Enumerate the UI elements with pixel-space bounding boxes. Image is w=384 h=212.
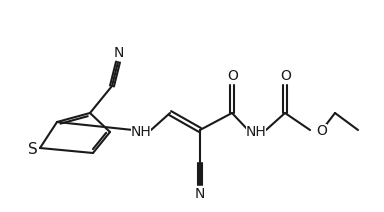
Text: O: O [281,69,291,83]
Text: S: S [28,142,38,158]
Text: NH: NH [131,125,151,139]
Text: N: N [195,187,205,201]
Text: O: O [228,69,238,83]
Text: O: O [316,124,327,138]
Text: NH: NH [246,125,266,139]
Text: N: N [114,46,124,60]
